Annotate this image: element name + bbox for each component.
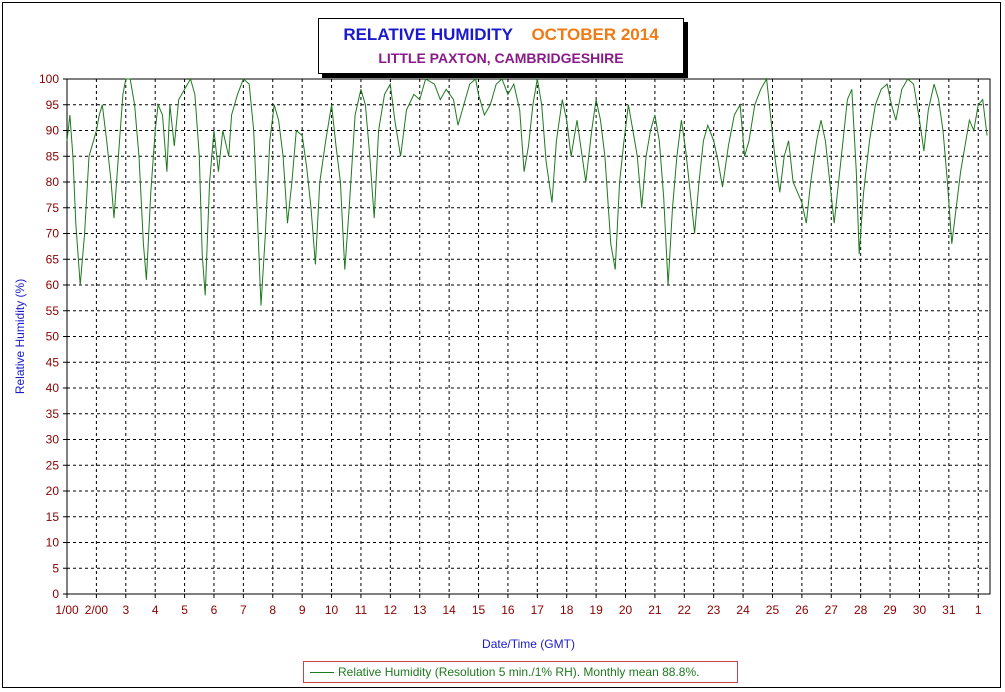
x-tick-label: 13 — [413, 603, 427, 617]
x-tick-label: 9 — [299, 603, 306, 617]
y-tick-label: 0 — [52, 587, 59, 601]
x-tick-label: 16 — [501, 603, 515, 617]
x-tick-label: 10 — [325, 603, 339, 617]
y-tick-label: 5 — [52, 561, 59, 575]
x-tick-label: 30 — [913, 603, 927, 617]
y-tick-labels: 0 5 10 15 20 25 30 35 40 45 50 55 60 65 70 75 80 85 90 95 10… — [39, 72, 59, 601]
x-tick-label: 2/00 — [85, 603, 109, 617]
x-tick-label: 11 — [355, 603, 368, 617]
y-tick-label: 55 — [46, 304, 60, 318]
y-tick-label: 70 — [46, 227, 60, 241]
y-tick-label: 20 — [46, 484, 60, 498]
y-tick-label: 85 — [46, 149, 60, 163]
x-axis-label: Date/Time (GMT) — [482, 637, 575, 651]
x-tick-label: 24 — [736, 603, 750, 617]
y-tick-label: 50 — [46, 330, 60, 344]
chart-title: RELATIVE HUMIDITY — [343, 25, 513, 44]
chart-title-box: RELATIVE HUMIDITY OCTOBER 2014 LITTLE PA… — [318, 18, 684, 74]
x-tick-label: 6 — [211, 603, 218, 617]
x-tick-label: 25 — [766, 603, 780, 617]
x-tick-label: 17 — [531, 603, 545, 617]
x-tick-label: 12 — [384, 603, 398, 617]
chart-period: OCTOBER 2014 — [531, 25, 659, 44]
y-tick-label: 15 — [46, 510, 60, 524]
y-tick-label: 95 — [46, 98, 60, 112]
x-tick-label: 3 — [122, 603, 129, 617]
x-tick-label: 4 — [152, 603, 159, 617]
chart-location: LITTLE PAXTON, CAMBRIDGESHIRE — [378, 50, 624, 66]
humidity-series-line — [66, 77, 988, 306]
title-line-1: RELATIVE HUMIDITY OCTOBER 2014 — [319, 25, 683, 45]
x-tick-label: 19 — [589, 603, 603, 617]
y-tick-label: 40 — [46, 381, 60, 395]
x-tick-label: 18 — [560, 603, 574, 617]
x-tick-label: 21 — [648, 603, 662, 617]
x-tick-label: 8 — [269, 603, 276, 617]
x-tick-label: 1 — [975, 603, 982, 617]
y-tick-label: 60 — [46, 278, 60, 292]
y-axis-label: Relative Humidity (%) — [13, 279, 27, 394]
y-tick-label: 10 — [46, 536, 60, 550]
y-tick-label: 65 — [46, 252, 60, 266]
plot-area-border — [66, 78, 991, 595]
x-tick-label: 28 — [854, 603, 868, 617]
x-tick-label: 1/00 — [55, 603, 79, 617]
legend: Relative Humidity (Resolution 5 min./1% … — [303, 661, 738, 683]
y-tick-label: 35 — [46, 407, 60, 421]
x-tick-label: 23 — [707, 603, 721, 617]
x-tick-label: 26 — [795, 603, 809, 617]
x-tick-label: 5 — [181, 603, 188, 617]
x-tick-label: 29 — [883, 603, 897, 617]
x-tick-label: 22 — [678, 603, 692, 617]
x-tick-labels: 1/00 2/00 3 4 5 6 7 8 9 10 11 12 13 14 15 16 17 18 19 20 21 2… — [55, 603, 982, 617]
x-tick-label: 20 — [619, 603, 633, 617]
y-tick-label: 25 — [46, 458, 60, 472]
y-tick-label: 100 — [39, 72, 59, 86]
x-tick-label: 27 — [825, 603, 839, 617]
y-tick-label: 90 — [46, 124, 60, 138]
y-tick-label: 30 — [46, 433, 60, 447]
x-tick-label: 14 — [442, 603, 456, 617]
y-tick-label: 80 — [46, 175, 60, 189]
legend-label: Relative Humidity (Resolution 5 min./1% … — [338, 665, 700, 679]
y-tick-label: 45 — [46, 355, 60, 369]
y-tick-label: 75 — [46, 201, 60, 215]
legend-line-swatch — [310, 672, 334, 673]
x-tick-label: 31 — [942, 603, 956, 617]
x-tick-label: 15 — [472, 603, 486, 617]
x-tick-label: 7 — [240, 603, 247, 617]
